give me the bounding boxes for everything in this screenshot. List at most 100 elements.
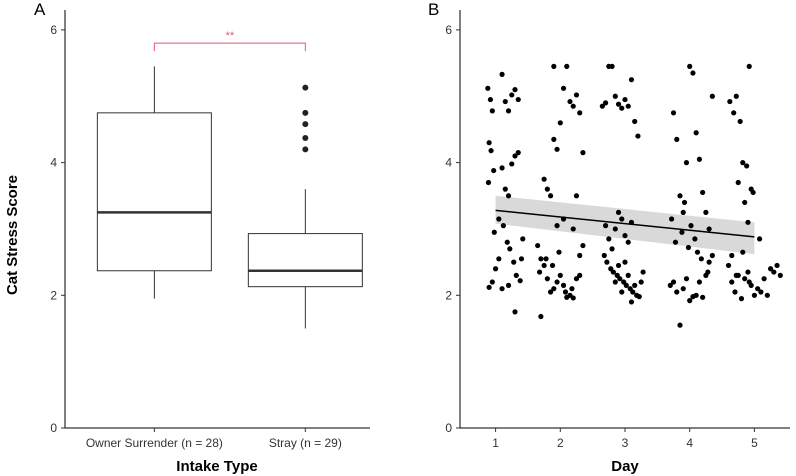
scatter-point <box>764 292 770 298</box>
scatter-point <box>619 216 625 222</box>
scatter-point <box>615 101 622 107</box>
outlier-point <box>302 109 309 116</box>
scatter-point <box>543 256 549 262</box>
x-tick-label: Owner Surrender (n = 28) <box>86 436 223 450</box>
scatter-point <box>735 179 741 186</box>
scatter-point <box>486 284 492 290</box>
scatter-point <box>628 299 635 305</box>
scatter-point <box>500 223 506 229</box>
scatter-point <box>615 262 622 269</box>
y-tick-label: 0 <box>445 421 452 435</box>
panel-a: A 0 2 4 6 Owner Surrender (n = 28) Stray (n … <box>4 0 370 475</box>
scatter-point <box>569 286 575 292</box>
scatter-point <box>544 186 550 192</box>
scatter-point <box>681 199 688 206</box>
x-tick-label: 5 <box>751 436 758 450</box>
y-tick-label: 4 <box>445 156 452 170</box>
scatter-point <box>758 289 764 295</box>
y-tick-label: 6 <box>445 23 452 37</box>
significance-label: ** <box>226 30 235 42</box>
scatter-point <box>694 249 701 255</box>
scatter-point <box>744 163 750 169</box>
scatter-point <box>623 282 629 288</box>
scatter-point <box>547 193 554 199</box>
scatter-point <box>746 63 752 69</box>
scatter-point <box>755 286 761 292</box>
scatter-point <box>636 294 642 300</box>
scatter-point <box>612 279 618 285</box>
scatter-point <box>512 153 518 159</box>
scatter-point <box>520 236 526 242</box>
scatter-point <box>685 244 692 251</box>
scatter-point <box>674 289 680 295</box>
scatter-point <box>725 262 732 269</box>
x-tick-label: 3 <box>622 436 629 450</box>
scatter-point <box>602 100 609 106</box>
scatter-point <box>485 85 491 91</box>
scatter-point <box>705 269 711 275</box>
scatter-point <box>554 146 560 152</box>
scatter-point <box>690 70 696 76</box>
scatter-point <box>632 282 638 288</box>
scatter-point <box>731 110 737 116</box>
significance-bracket <box>153 42 306 52</box>
scatter-point <box>625 272 631 278</box>
scatter-point <box>512 87 518 93</box>
scatter-point <box>615 209 622 215</box>
scatter-point <box>570 226 576 232</box>
scatter-point <box>733 93 739 99</box>
scatter-point <box>505 108 512 114</box>
scatter-point <box>509 92 515 98</box>
scatter-point <box>622 96 628 103</box>
scatter-point <box>541 176 547 182</box>
outlier-point <box>302 84 309 91</box>
scatter-point <box>667 282 673 288</box>
scatter-point <box>485 179 492 186</box>
scatter-point <box>740 160 746 166</box>
scatter-point <box>628 77 635 83</box>
x-tick-label: 4 <box>686 436 693 450</box>
scatter-point <box>672 239 679 245</box>
scatter-point <box>538 313 544 320</box>
scatter-point <box>625 103 631 109</box>
scatter-point <box>577 252 583 259</box>
scatter-point <box>709 93 715 99</box>
scatter-point <box>554 279 560 285</box>
scatter-point <box>507 246 513 252</box>
scatter-point <box>554 223 560 229</box>
scatter-point <box>567 98 573 105</box>
scatter-point <box>515 150 521 156</box>
scatter-point <box>511 259 517 265</box>
scatter-point <box>696 156 703 162</box>
scatter-point <box>677 322 683 328</box>
scatter-point <box>489 108 495 114</box>
scatter-point <box>706 259 712 265</box>
scatter-point <box>499 165 505 171</box>
scatter-point <box>602 223 609 229</box>
scatter-point <box>551 63 557 69</box>
y-tick-label: 6 <box>50 23 57 37</box>
scatter-point <box>668 216 675 222</box>
scatter-point <box>733 272 739 278</box>
scatter-point <box>767 266 774 272</box>
scatter-point <box>577 110 583 116</box>
scatter-point <box>696 279 703 285</box>
scatter-point <box>706 226 712 232</box>
scatter-point <box>742 199 748 206</box>
scatter-point <box>609 63 615 69</box>
scatter-point <box>505 282 512 288</box>
scatter-point <box>487 96 494 103</box>
scatter-point <box>612 93 618 99</box>
scatter-point <box>499 71 505 77</box>
box <box>96 112 212 272</box>
panel-b: B 0 2 4 6 1 2 3 4 5 Day <box>428 0 790 475</box>
scatter-point <box>560 85 567 91</box>
scatter-point <box>729 252 735 259</box>
scatter-point <box>489 279 495 285</box>
scatter-point <box>632 118 638 125</box>
scatter-point <box>509 161 515 167</box>
scatter-point <box>570 103 576 109</box>
scatter-point <box>761 276 767 282</box>
scatter-point <box>580 242 586 249</box>
box <box>247 233 363 288</box>
